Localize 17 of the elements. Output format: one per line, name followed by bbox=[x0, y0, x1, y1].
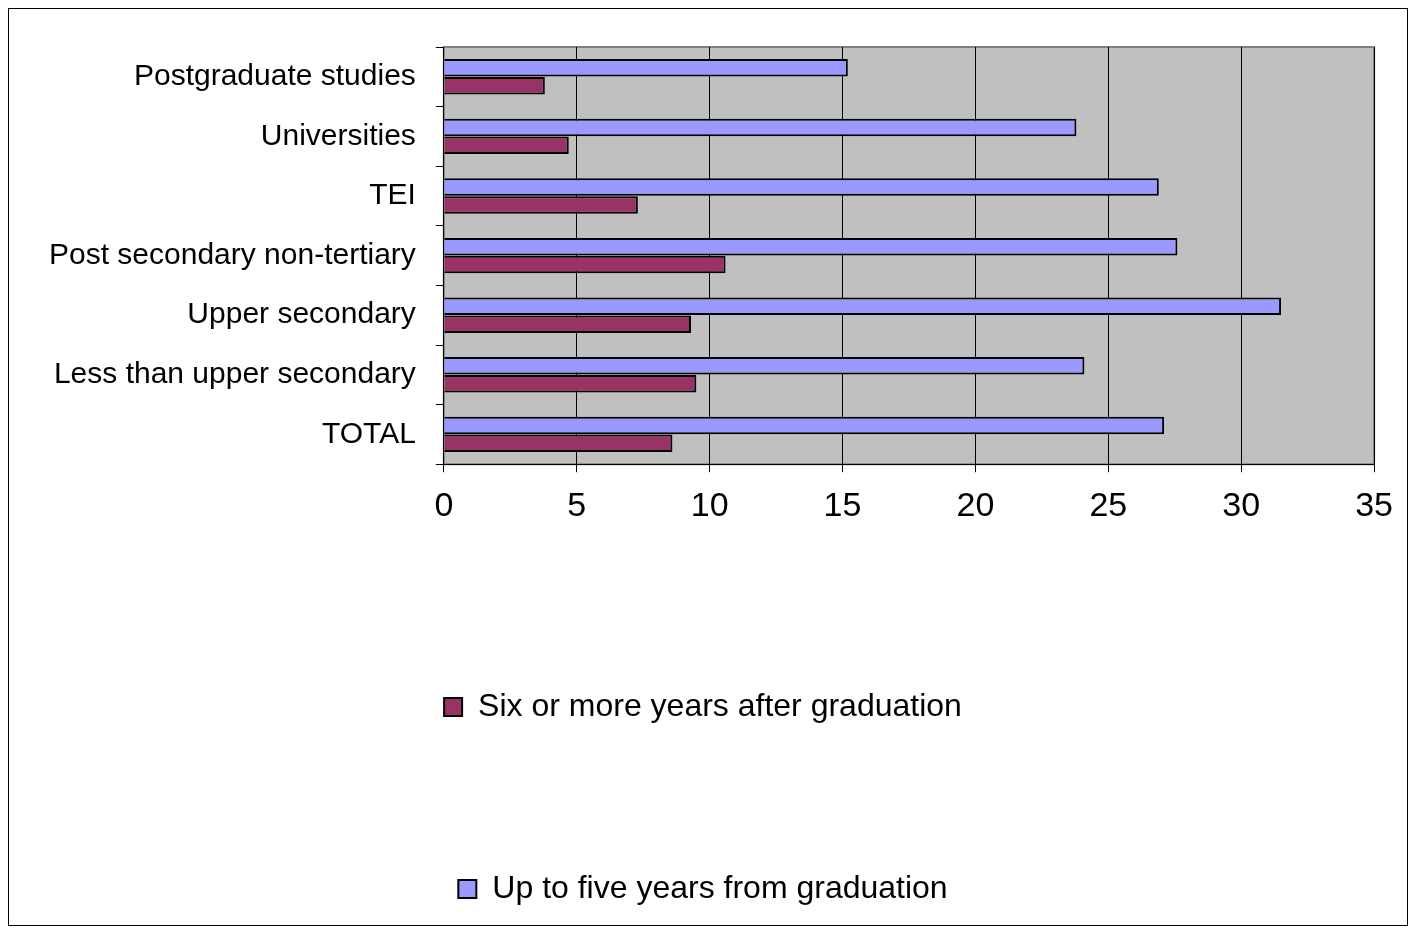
x-tick-label: 30 bbox=[1222, 484, 1261, 523]
x-tick-label: 35 bbox=[1355, 484, 1393, 523]
x-tick-label: 25 bbox=[1089, 484, 1128, 523]
x-tick-label: 10 bbox=[690, 484, 729, 523]
y-tick-label: Less than upper secondary bbox=[53, 356, 416, 390]
y-tick-label: TEI bbox=[369, 177, 416, 211]
x-tick-label: 15 bbox=[823, 484, 862, 523]
x-tick-label: 0 bbox=[434, 484, 454, 523]
legend-label: Up to five years from graduation bbox=[492, 868, 948, 905]
x-tick-label: 20 bbox=[956, 484, 995, 523]
y-tick-label: Upper secondary bbox=[187, 296, 416, 330]
x-tick-label: 5 bbox=[567, 484, 587, 523]
y-tick-label: Universities bbox=[260, 117, 416, 151]
y-tick-label: Postgraduate studies bbox=[133, 58, 416, 92]
legend-label: Six or more years after graduation bbox=[478, 686, 962, 723]
y-tick-label: Post secondary non-tertiary bbox=[49, 236, 416, 270]
y-tick-label: TOTAL bbox=[321, 415, 416, 449]
